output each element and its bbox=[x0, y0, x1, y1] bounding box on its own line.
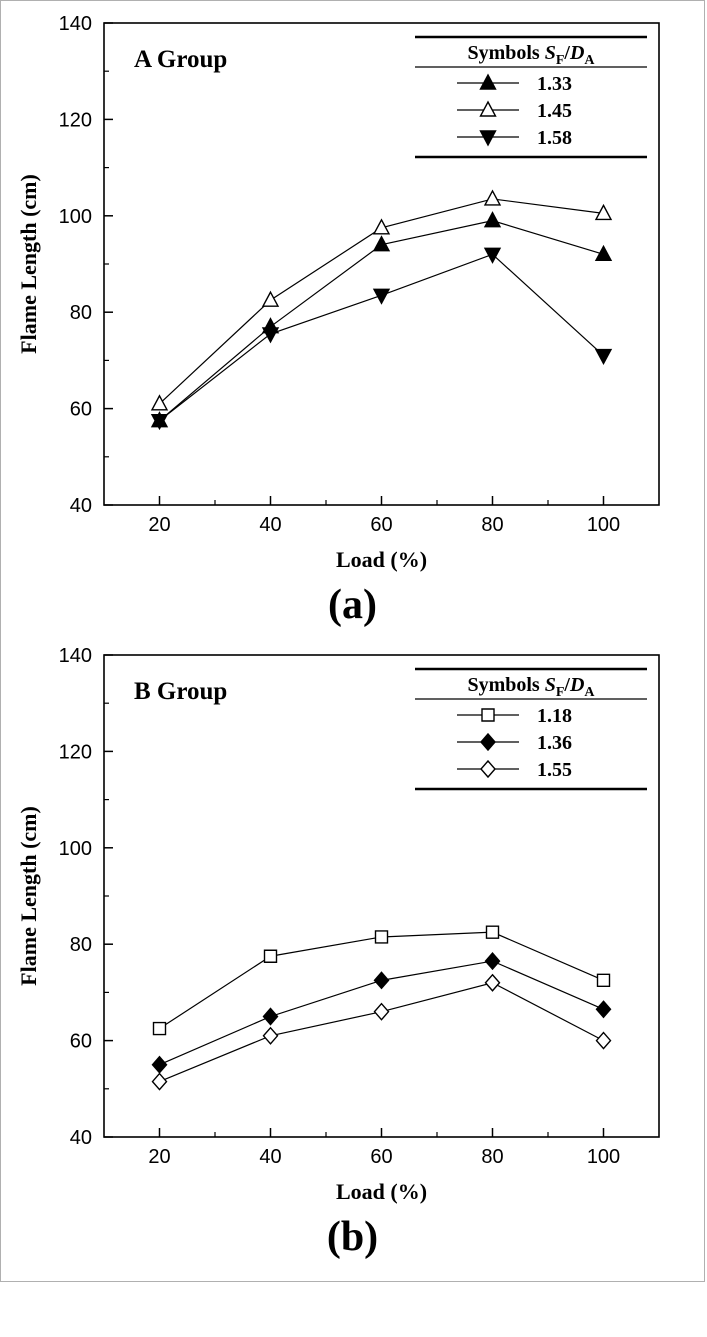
series bbox=[150, 189, 613, 431]
legend-entry-label: 1.33 bbox=[537, 73, 572, 95]
legend-entry-label: 1.18 bbox=[537, 705, 572, 727]
svg-text:80: 80 bbox=[70, 302, 92, 324]
svg-text:20: 20 bbox=[148, 1146, 170, 1168]
svg-text:60: 60 bbox=[370, 514, 392, 536]
svg-text:60: 60 bbox=[70, 399, 92, 421]
legend-entry-label: 1.55 bbox=[537, 759, 572, 781]
y-axis-title: Flame Length (cm) bbox=[16, 174, 41, 354]
legend-header: Symbols SF/DA bbox=[467, 674, 595, 700]
group-title: B Group bbox=[134, 678, 227, 705]
legend-header: Symbols SF/DA bbox=[467, 42, 595, 68]
svg-text:20: 20 bbox=[148, 514, 170, 536]
figure-page: 20 40 60 80 100 40 60 80 100 120 140 Load (%) Flame … bbox=[0, 0, 705, 1282]
x-axis-title: Load (%) bbox=[336, 547, 427, 572]
figure-a-caption: (a) bbox=[328, 582, 377, 628]
svg-text:80: 80 bbox=[70, 934, 92, 956]
svg-text:40: 40 bbox=[70, 1127, 92, 1149]
legend-entry-label: 1.58 bbox=[537, 127, 572, 149]
svg-text:60: 60 bbox=[370, 1146, 392, 1168]
figure-b-caption: (b) bbox=[326, 1214, 379, 1260]
x-axis-title: Load (%) bbox=[336, 1179, 427, 1204]
svg-text:80: 80 bbox=[481, 1146, 503, 1168]
chart-a-group: 20 40 60 80 100 40 60 80 100 120 140 Load (%) Flame … bbox=[16, 13, 660, 572]
legend: Symbols SF/DA 1.18 1.36 1.55 bbox=[415, 667, 647, 791]
svg-text:100: 100 bbox=[59, 838, 92, 860]
svg-text:120: 120 bbox=[59, 109, 92, 131]
axes: 20 40 60 80 100 40 60 80 100 120 140 bbox=[59, 645, 660, 1168]
svg-text:140: 140 bbox=[59, 13, 92, 35]
svg-text:80: 80 bbox=[481, 514, 503, 536]
axes: 20 40 60 80 100 40 60 80 100 120 140 bbox=[59, 13, 660, 536]
svg-text:100: 100 bbox=[587, 514, 620, 536]
chart-b-group: 20 40 60 80 100 40 60 80 100 120 140 Load (%) Flame … bbox=[16, 645, 660, 1204]
svg-text:40: 40 bbox=[259, 1146, 281, 1168]
legend-entry-label: 1.45 bbox=[537, 100, 572, 122]
figure-a: 20 40 60 80 100 40 60 80 100 120 140 Load (%) Flame … bbox=[9, 7, 696, 629]
legend: Symbols SF/DA 1.33 1.45 1.58 bbox=[415, 35, 647, 159]
legend-entry-label: 1.36 bbox=[537, 732, 572, 754]
group-title: A Group bbox=[134, 46, 227, 73]
series bbox=[151, 925, 612, 1091]
svg-text:60: 60 bbox=[70, 1031, 92, 1053]
y-axis-title: Flame Length (cm) bbox=[16, 806, 41, 986]
figure-b: 20 40 60 80 100 40 60 80 100 120 140 Load (%) Flame … bbox=[9, 639, 696, 1261]
svg-text:100: 100 bbox=[59, 206, 92, 228]
svg-text:40: 40 bbox=[70, 495, 92, 517]
svg-text:140: 140 bbox=[59, 645, 92, 667]
svg-text:120: 120 bbox=[59, 741, 92, 763]
svg-text:40: 40 bbox=[259, 514, 281, 536]
svg-text:100: 100 bbox=[587, 1146, 620, 1168]
